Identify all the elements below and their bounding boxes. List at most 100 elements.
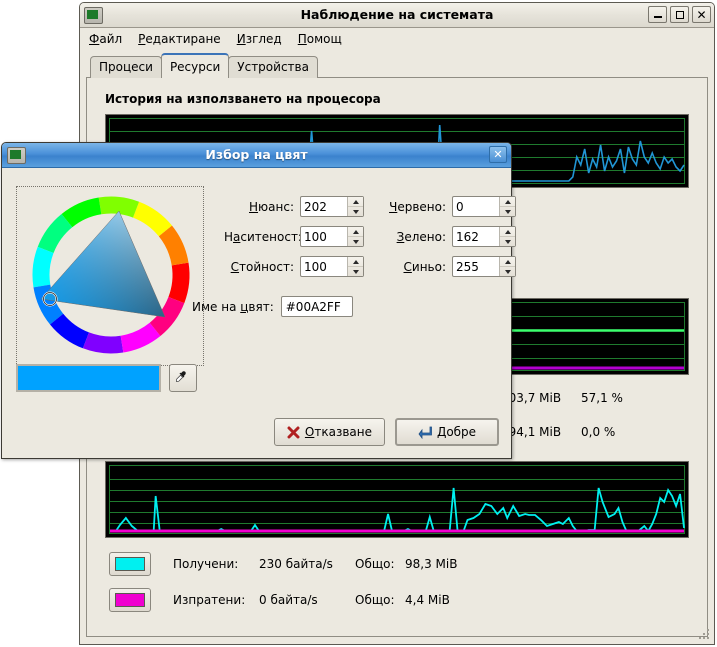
red-input[interactable] (453, 197, 499, 216)
sent-color-swatch (115, 593, 145, 607)
memory-value: 503,7 MiB (501, 391, 562, 405)
hue-input[interactable] (301, 197, 347, 216)
cancel-icon (287, 426, 300, 438)
saturation-spin-up[interactable] (348, 227, 363, 237)
blue-input[interactable] (453, 257, 499, 276)
dialog-titlebar[interactable]: Избор на цвят ✕ (2, 143, 511, 168)
color-name-label: Име на цвят: (192, 299, 274, 314)
color-name-input[interactable] (280, 296, 353, 317)
sent-rate: 0 байта/s (259, 593, 318, 607)
blue-spin-down[interactable] (500, 267, 515, 276)
saturation-spin-down[interactable] (348, 237, 363, 246)
saturation-spin-buttons[interactable] (347, 227, 363, 246)
main-titlebar[interactable]: Наблюдение на системата ✕ (80, 3, 714, 28)
network-legend-row-received: Получени: 230 байта/s Общо: 98,3 MiB (109, 552, 707, 576)
tab-processes[interactable]: Процеси (90, 56, 162, 78)
color-wheel[interactable] (17, 187, 203, 365)
sent-total: 4,4 MiB (405, 593, 450, 607)
saturation-spinner[interactable] (300, 226, 364, 247)
network-history-graph (105, 461, 689, 538)
value-input[interactable] (301, 257, 347, 276)
menu-edit[interactable]: Редактиране (138, 32, 221, 46)
dialog-action-buttons: Отказване Добре (273, 418, 499, 446)
memory-percent: 57,1 % (581, 391, 623, 405)
blue-spin-buttons[interactable] (499, 257, 515, 276)
app-icon (84, 6, 103, 24)
menu-help[interactable]: Помощ (297, 32, 342, 46)
menu-view-rest: зглед (245, 32, 282, 46)
swap-percent: 0,0 % (581, 425, 616, 439)
eyedropper-button[interactable] (169, 364, 197, 392)
rgb-group: Червено: Зелено: (372, 196, 516, 286)
tab-resources[interactable]: Ресурси (160, 53, 230, 78)
red-row: Червено: (372, 196, 516, 217)
green-label: Зелено: (396, 229, 446, 244)
value-spin-up[interactable] (348, 257, 363, 267)
swap-value: 494,1 MiB (501, 425, 562, 439)
hue-spin-buttons[interactable] (347, 197, 363, 216)
hue-spinner[interactable] (300, 196, 364, 217)
value-spinner[interactable] (300, 256, 364, 277)
blue-spin-up[interactable] (500, 257, 515, 267)
close-icon: ✕ (493, 148, 503, 161)
blue-label: Синьо: (403, 259, 447, 274)
green-spin-down[interactable] (500, 237, 515, 246)
color-selection-dialog: Избор на цвят ✕ (1, 142, 516, 459)
color-wheel-frame (16, 186, 204, 366)
dialog-title: Избор на цвят (205, 147, 308, 162)
green-input[interactable] (453, 227, 499, 246)
sent-total-label: Общо: (355, 593, 395, 607)
dialog-close-button[interactable]: ✕ (489, 146, 507, 163)
color-preview-swatch[interactable] (16, 364, 161, 392)
cancel-button[interactable]: Отказване (273, 418, 385, 446)
red-spin-down[interactable] (500, 207, 515, 216)
minimize-button[interactable] (648, 6, 667, 23)
ok-label: Добре (436, 425, 477, 439)
memory-stat-row-2: 494,1 MiB 0,0 % (109, 423, 707, 441)
red-spinner[interactable] (452, 196, 516, 217)
received-color-swatch (115, 557, 145, 571)
tab-row: Процеси Ресурси Устройства (86, 53, 708, 78)
hue-spin-down[interactable] (348, 207, 363, 216)
eyedropper-icon (175, 371, 186, 382)
window-controls: ✕ (648, 6, 711, 23)
menu-view[interactable]: Изглед (236, 32, 282, 46)
menu-file-rest: айл (99, 32, 123, 46)
color-wheel-svg[interactable] (17, 187, 205, 367)
maximize-button[interactable] (670, 6, 689, 23)
received-total-label: Общо: (355, 557, 395, 571)
hue-spin-up[interactable] (348, 197, 363, 207)
red-spin-up[interactable] (500, 197, 515, 207)
ok-button[interactable]: Добре (395, 418, 499, 446)
tab-devices[interactable]: Устройства (228, 56, 318, 78)
dialog-app-icon (7, 146, 26, 164)
value-spin-down[interactable] (348, 267, 363, 276)
green-spin-buttons[interactable] (499, 227, 515, 246)
sent-color-button[interactable] (109, 588, 151, 612)
red-spin-buttons[interactable] (499, 197, 515, 216)
resize-grip[interactable] (697, 627, 711, 641)
blue-spinner[interactable] (452, 256, 516, 277)
green-row: Зелено: (372, 226, 516, 247)
blue-row: Синьо: (372, 256, 516, 277)
green-spinner[interactable] (452, 226, 516, 247)
green-spin-up[interactable] (500, 227, 515, 237)
received-color-button[interactable] (109, 552, 151, 576)
saturation-row: Наситеност: (224, 226, 364, 247)
saturation-input[interactable] (301, 227, 347, 246)
enter-icon (418, 426, 432, 439)
red-label: Червено: (389, 199, 446, 214)
menu-file[interactable]: Файл (89, 32, 123, 46)
close-button[interactable]: ✕ (692, 6, 711, 23)
menu-help-rest: омощ (306, 32, 342, 46)
hue-marker (42, 291, 58, 307)
cancel-label: Отказване (304, 425, 372, 439)
sent-label: Изпратени: (173, 593, 246, 607)
network-legend-row-sent: Изпратени: 0 байта/s Общо: 4,4 MiB (109, 588, 707, 612)
value-spin-buttons[interactable] (347, 257, 363, 276)
menubar: Файл Редактиране Изглед Помощ (80, 28, 714, 50)
hue-row: Нюанс: (224, 196, 364, 217)
received-label: Получени: (173, 557, 239, 571)
system-monitor-window: Наблюдение на системата ✕ Файл Редактира… (79, 2, 715, 645)
